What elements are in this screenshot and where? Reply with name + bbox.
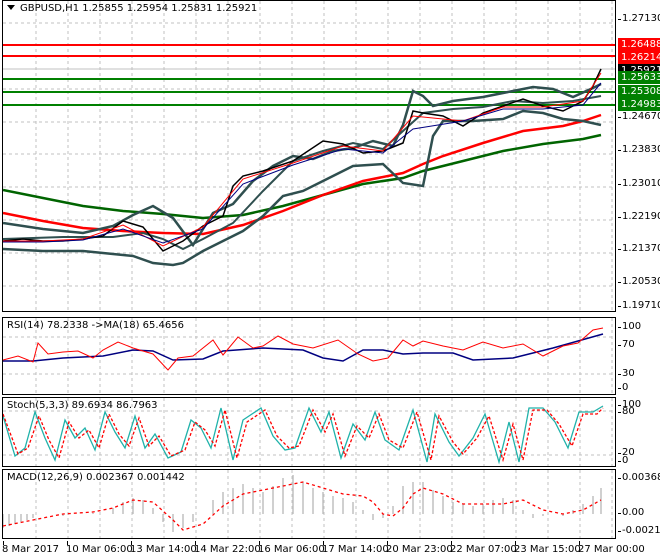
time-label: 27 Mar 00:00 bbox=[578, 544, 645, 555]
resistance-label: 1.26214 bbox=[618, 51, 660, 64]
time-label: 14 Mar 22:00 bbox=[194, 544, 261, 555]
time-label: 13 Mar 14:00 bbox=[130, 544, 197, 555]
rsi-title: RSI(14) 78.2338 ->MA(18) 65.4656 bbox=[7, 320, 184, 331]
time-label: 16 Mar 06:00 bbox=[258, 544, 325, 555]
stochastic-title: Stoch(5,3,3) 89.6934 86.7963 bbox=[7, 400, 158, 411]
price-tick: 1.21370 bbox=[617, 243, 660, 254]
rsi-pane[interactable]: RSI(14) 78.2338 ->MA(18) 65.4656 bbox=[2, 317, 616, 395]
rsi-level: 100 bbox=[617, 321, 642, 332]
macd-level: 0.003682 bbox=[618, 472, 660, 483]
time-label: 23 Mar 15:00 bbox=[514, 544, 581, 555]
support-label: 1.25308 bbox=[618, 85, 660, 98]
macd-canvas bbox=[3, 470, 613, 538]
stochastic-axis: 100 80 20 0 bbox=[617, 397, 660, 467]
macd-title: MACD(12,26,9) 0.002367 0.001442 bbox=[7, 472, 185, 483]
price-tick: 1.22190 bbox=[617, 211, 660, 222]
support-label: 1.24983 bbox=[618, 98, 660, 111]
price-tick: 1.20530 bbox=[617, 276, 660, 287]
time-label: 22 Mar 07:00 bbox=[450, 544, 517, 555]
price-tick: 1.24670 bbox=[617, 111, 660, 122]
rsi-level: 0 bbox=[617, 382, 629, 393]
chart-symbol-title: GBPUSD,H1 1.25855 1.25954 1.25831 1.2592… bbox=[7, 3, 257, 14]
price-chart-canvas bbox=[3, 1, 615, 311]
price-tick: 1.19710 bbox=[617, 300, 660, 311]
time-label: 20 Mar 23:00 bbox=[386, 544, 453, 555]
price-axis: 1.27130 1.24670 1.23830 1.23010 1.22190 … bbox=[617, 0, 660, 312]
price-tick: 1.23010 bbox=[617, 178, 660, 189]
stochastic-canvas bbox=[3, 398, 615, 466]
resistance-label: 1.26488 bbox=[618, 38, 660, 51]
chevron-down-icon[interactable] bbox=[7, 5, 15, 10]
price-chart-pane[interactable]: GBPUSD,H1 1.25855 1.25954 1.25831 1.2592… bbox=[2, 0, 616, 312]
stoch-level: 80 bbox=[618, 406, 635, 417]
rsi-canvas bbox=[3, 318, 615, 394]
rsi-level: 70 bbox=[618, 339, 635, 350]
stoch-level: 0 bbox=[617, 455, 629, 466]
time-label: 17 Mar 14:00 bbox=[322, 544, 389, 555]
price-tick: 1.23830 bbox=[617, 144, 660, 155]
macd-level: 0.00 bbox=[617, 507, 645, 518]
stochastic-pane[interactable]: Stoch(5,3,3) 89.6934 86.7963 bbox=[2, 397, 616, 467]
rsi-level: 30 bbox=[618, 368, 635, 379]
time-axis: 8 Mar 2017 10 Mar 06:00 13 Mar 14:00 14 … bbox=[0, 541, 660, 560]
support-label: 1.25633 bbox=[618, 71, 660, 84]
macd-pane[interactable]: MACD(12,26,9) 0.002367 0.001442 bbox=[2, 469, 616, 539]
stoch-level: 100 bbox=[617, 399, 642, 410]
time-label: 8 Mar 2017 bbox=[2, 544, 60, 555]
stoch-level: 20 bbox=[618, 447, 635, 458]
price-tick: 1.27130 bbox=[617, 13, 660, 24]
macd-axis: 0.003682 0.00 -0.002151 bbox=[617, 469, 660, 539]
macd-level: -0.002151 bbox=[617, 525, 660, 536]
rsi-axis: 100 70 30 0 bbox=[617, 317, 660, 395]
time-label: 10 Mar 06:00 bbox=[66, 544, 133, 555]
